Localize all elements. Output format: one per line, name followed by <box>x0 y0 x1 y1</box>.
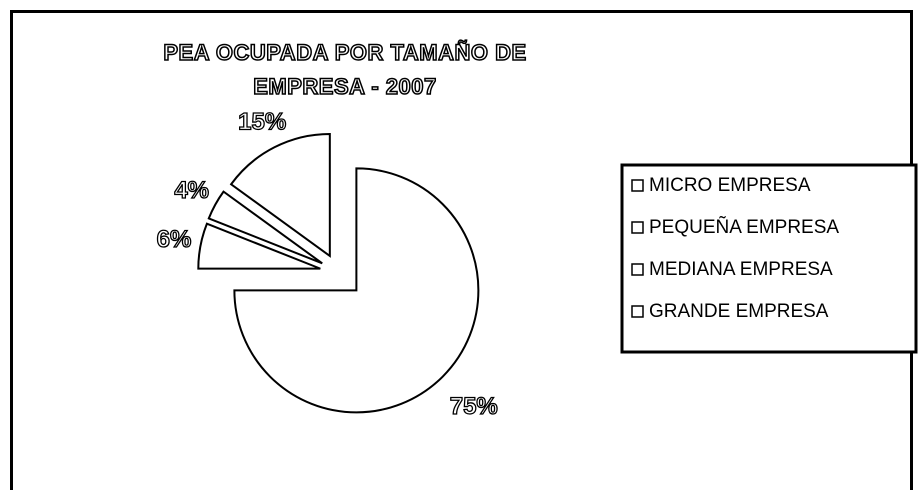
pie-slice <box>229 132 331 258</box>
legend-label: MICRO EMPRESA <box>649 175 811 196</box>
legend-swatch <box>631 263 644 276</box>
data-label: 6% <box>157 226 192 253</box>
pie-slice <box>197 222 321 270</box>
legend-label: GRANDE EMPRESA <box>649 301 829 322</box>
data-label: 15% <box>238 109 286 136</box>
data-label: 4% <box>174 177 209 204</box>
legend-swatch <box>631 221 644 234</box>
legend-box <box>620 163 918 354</box>
chart-title: PEA OCUPADA POR TAMAÑO DE EMPRESA - 2007 <box>163 39 527 100</box>
legend-swatch <box>631 179 644 192</box>
legend-swatch <box>631 305 644 318</box>
pie-slice <box>233 167 480 414</box>
legend-label: MEDIANA EMPRESA <box>649 259 833 280</box>
data-label: 75% <box>450 393 498 420</box>
legend-label: PEQUEÑA EMPRESA <box>649 216 839 238</box>
pie-slice <box>207 190 323 265</box>
